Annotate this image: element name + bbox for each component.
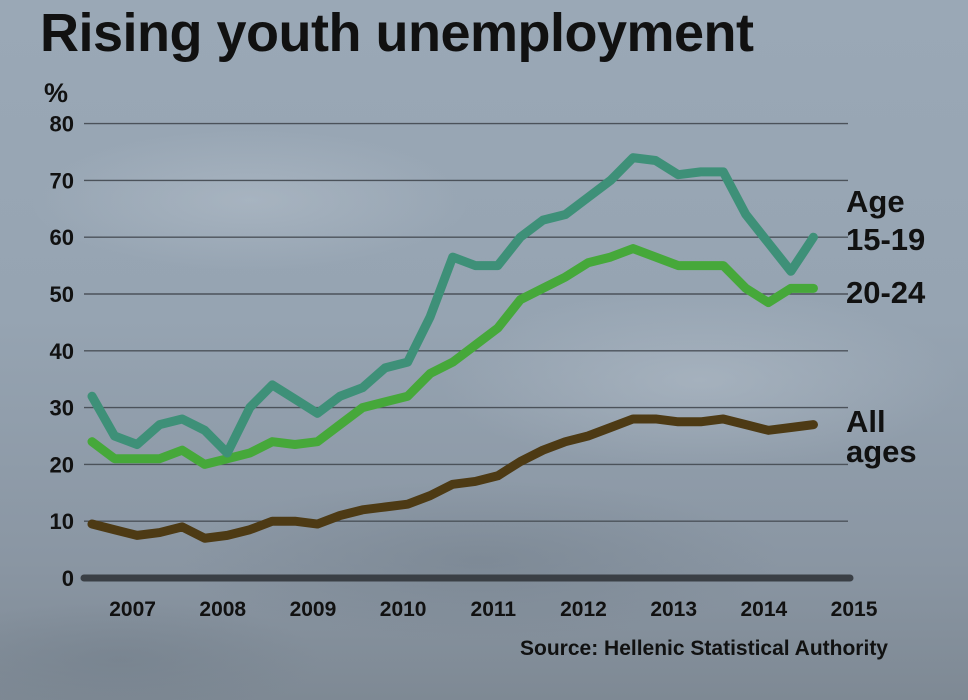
y-axis-unit-label: % [44, 78, 69, 108]
y-tick-label: 0 [62, 566, 74, 591]
y-tick-label: 60 [50, 225, 74, 250]
series-line-age-15-19 [87, 153, 818, 458]
x-tick-label: 2008 [199, 598, 246, 621]
y-tick-label: 10 [50, 509, 74, 534]
y-tick-label: 50 [50, 282, 74, 307]
source-note: Source: Hellenic Statistical Authority [520, 637, 888, 660]
series-line-20-24 [87, 244, 818, 469]
chart-title: Rising youth unemployment [40, 3, 754, 63]
x-tick-label: 2007 [109, 598, 156, 621]
y-tick-label: 30 [50, 396, 74, 421]
y-tick-label: 80 [50, 112, 74, 137]
series-label: Age [846, 184, 905, 219]
y-tick-label: 70 [50, 168, 74, 193]
x-tick-label: 2012 [560, 598, 607, 621]
y-tick-label: 20 [50, 452, 74, 477]
series-label: All [846, 404, 886, 439]
y-tick-label: 40 [50, 339, 74, 364]
x-tick-label: 2010 [380, 598, 427, 621]
x-tick-label: 2015 [831, 598, 878, 621]
series-lines [87, 153, 818, 543]
y-tick-labels: 0 10 20 30 40 50 60 70 80 [50, 112, 74, 591]
series-label: 20-24 [846, 275, 926, 310]
x-tick-labels: 2007 2008 2009 2010 2011 2012 2013 2014 2015 [109, 598, 877, 621]
series-label: ages [846, 434, 917, 469]
x-tick-label: 2014 [740, 598, 787, 621]
x-tick-label: 2013 [650, 598, 697, 621]
x-tick-label: 2011 [471, 598, 517, 621]
series-label: 15-19 [846, 222, 925, 257]
x-tick-label: 2009 [290, 598, 337, 621]
series-line-all-ages [87, 414, 818, 543]
